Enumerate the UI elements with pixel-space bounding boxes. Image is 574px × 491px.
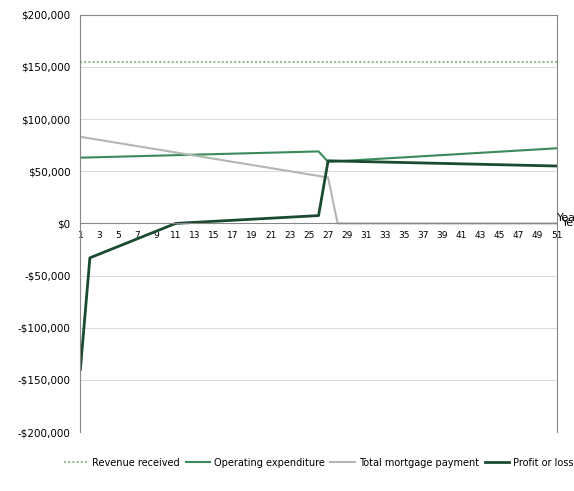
Operating expenditure [429,153,436,159]
Total mortgage payment [220,157,227,163]
Revenue received [182,59,189,65]
Operating expenditure [401,154,408,160]
Operating expenditure [553,145,560,151]
Profit or loss [325,158,332,164]
Total mortgage payment [230,159,236,165]
Total mortgage payment [182,151,189,157]
Profit or loss [401,160,408,165]
Profit or loss [544,163,550,169]
Line: Total mortgage payment: Total mortgage payment [80,137,557,223]
Profit or loss [77,366,84,373]
Line: Profit or loss: Profit or loss [80,161,557,370]
Operating expenditure [544,146,550,152]
Total mortgage payment [334,220,341,226]
Operating expenditure [220,151,227,157]
Revenue received [544,59,550,65]
Legend: Revenue received, Operating expenditure, Total mortgage payment, Profit or loss: Revenue received, Operating expenditure,… [60,454,574,471]
Profit or loss [230,218,236,223]
Operating expenditure [77,155,84,161]
Operating expenditure [182,152,189,158]
Operating expenditure [230,151,236,157]
Revenue received [77,59,84,65]
Profit or loss [429,160,436,166]
Text: Years: Years [557,214,574,223]
Revenue received [230,59,236,65]
Profit or loss [220,218,227,224]
Total mortgage payment [429,220,436,226]
Revenue received [391,59,398,65]
Line: Operating expenditure: Operating expenditure [80,148,557,162]
Profit or loss [182,220,189,226]
Total mortgage payment [77,134,84,140]
Revenue received [553,59,560,65]
Operating expenditure [325,159,332,165]
Profit or loss [553,163,560,169]
Total mortgage payment [544,220,550,226]
Total mortgage payment [401,220,408,226]
Revenue received [220,59,227,65]
Revenue received [420,59,427,65]
Text: Years: Years [561,218,574,228]
Total mortgage payment [553,220,560,226]
